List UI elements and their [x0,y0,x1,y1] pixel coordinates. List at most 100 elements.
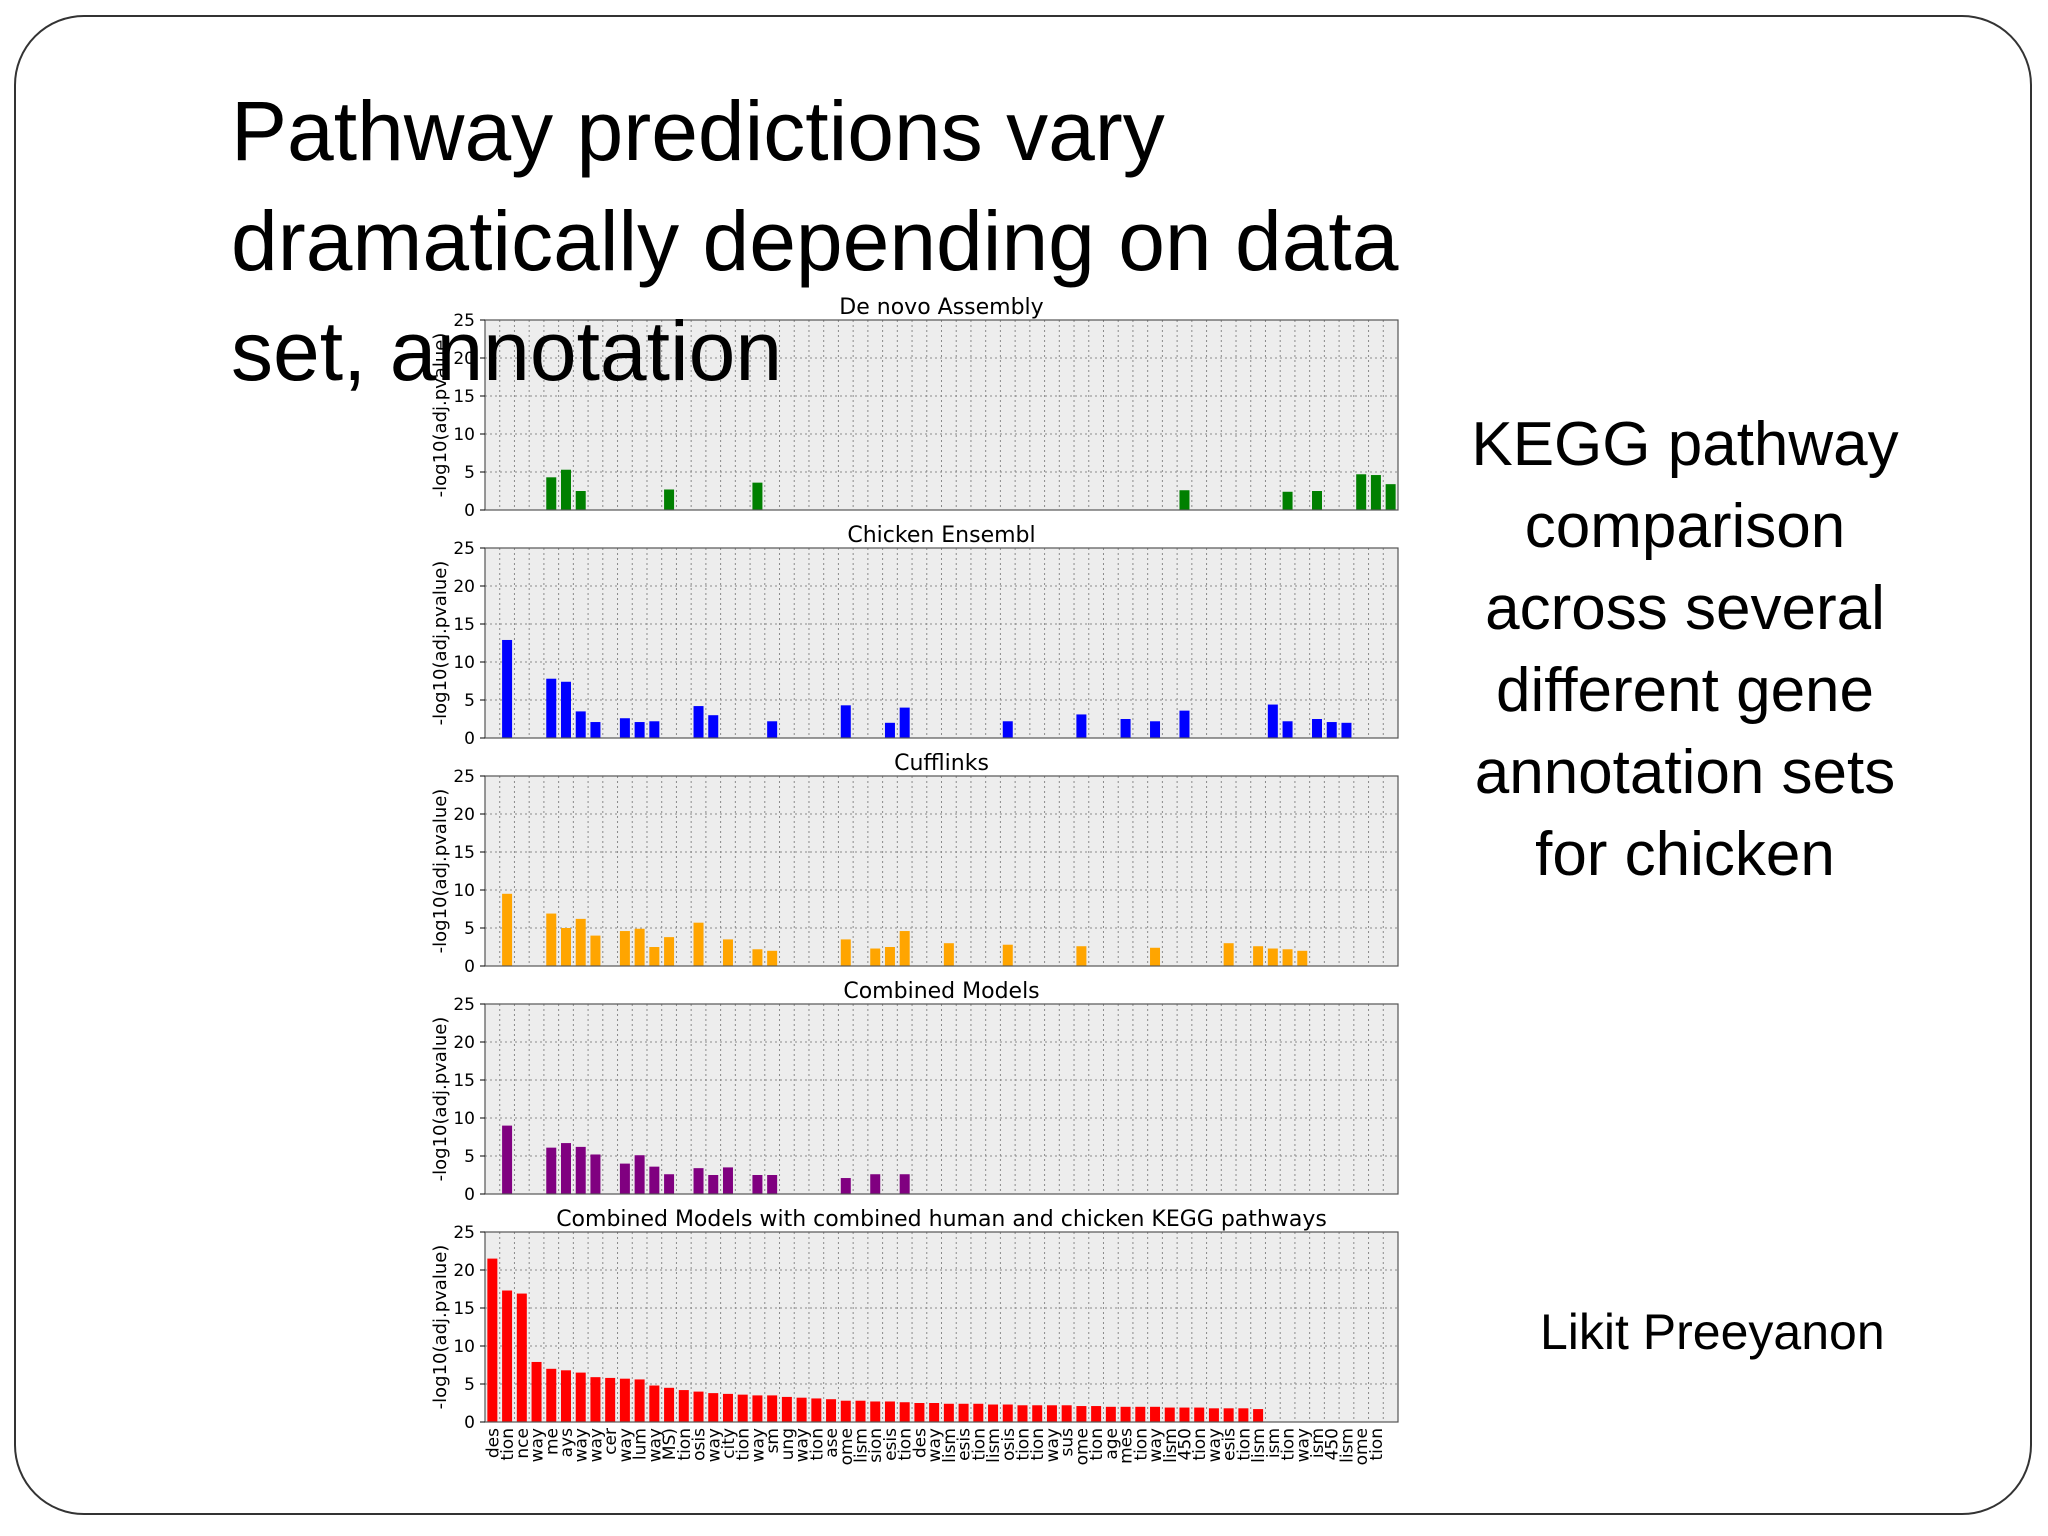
bar [560,469,571,510]
bar [1076,714,1087,738]
bar [546,913,557,966]
y-tick-label: 10 [453,881,475,901]
bar [664,489,675,510]
bar [1120,1406,1131,1422]
chart-panel-1: 0 5 10 15 20 25-log10(adj.pvalue) De novo Asse… [430,295,1399,521]
bar [1017,1405,1028,1422]
x-tick-label: tion [498,1428,518,1461]
x-tick-label: lism [1337,1428,1357,1463]
y-tick-label: 15 [453,1071,475,1091]
bar [1312,719,1323,738]
bar [605,1377,616,1422]
x-tick-label: me [542,1428,562,1455]
bar [502,893,513,966]
bar [870,948,881,966]
x-tick-label: tion [807,1428,827,1461]
bar [1282,949,1293,966]
chart-title: Chicken Ensembl [847,523,1035,548]
bar [546,477,557,510]
bar [826,1399,837,1422]
x-tick-label: 450 [1323,1428,1343,1460]
bar [560,1370,571,1422]
bar [870,1174,881,1194]
bar [752,1395,763,1422]
y-axis-label: -log10(adj.pvalue) [430,333,451,498]
bar [1135,1406,1146,1422]
bar [1194,1407,1205,1422]
bar [752,1175,763,1194]
y-axis-label: -log10(adj.pvalue) [430,1245,451,1410]
chart-title: De novo Assembly [839,295,1043,320]
x-tick-label: mes [1117,1428,1137,1464]
bar [899,1402,910,1422]
bar [1356,474,1367,510]
x-tick-label: lum [631,1428,651,1460]
bar [1253,1409,1264,1422]
bar [502,639,513,738]
bar [1267,948,1278,966]
bar [546,1368,557,1422]
bar [722,1393,733,1422]
x-tick-label: way [748,1428,768,1462]
y-tick-label: 5 [464,463,475,483]
x-tick-label: nce [513,1428,533,1459]
x-tick-label: ism [1264,1428,1284,1458]
x-tick-label: ome [1352,1428,1372,1465]
x-tick-label: sm [763,1428,783,1453]
x-tick-label: way [704,1428,724,1462]
bar [693,1391,704,1422]
bar [1282,721,1293,738]
bar [619,718,630,738]
bar [1267,704,1278,738]
x-tick-label: tion [1087,1428,1107,1461]
bar [914,1403,925,1422]
x-tick-label: sion [866,1428,886,1463]
side-caption: KEGG pathway comparison across several d… [1471,410,1899,889]
x-tick-label: way [645,1428,665,1462]
x-tick-label: lism [852,1428,872,1463]
bar [1208,1408,1219,1422]
y-tick-label: 0 [464,1185,475,1205]
bar [1150,947,1161,966]
bar [884,722,895,738]
bar [560,681,571,738]
bar [619,1378,630,1422]
x-tick-label: age [1102,1428,1122,1460]
x-tick-label: way [925,1428,945,1462]
x-tick-label: cer [601,1428,621,1455]
chart-panel-5: 0 5 10 15 20 25-log10(adj.pvalue) Combined Mod… [430,1207,1399,1465]
x-tick-label: lism [1161,1428,1181,1463]
bar [840,1400,851,1422]
bar [1179,710,1190,738]
bar [575,491,586,510]
bar [487,1258,498,1422]
bar [634,722,645,738]
y-tick-label: 20 [453,1261,475,1281]
bar [1223,943,1234,966]
y-tick-label: 25 [453,995,475,1015]
bar [634,1155,645,1194]
chart-panel-2: 0 5 10 15 20 25-log10(adj.pvalue) Chicken Ense… [430,523,1399,749]
bar [546,678,557,738]
x-tick-label: esis [955,1428,975,1461]
bar [575,1372,586,1422]
bar [575,918,586,966]
bar [767,721,778,738]
bar [1179,490,1190,510]
bar [1253,946,1264,966]
bar [502,1125,513,1194]
y-tick-label: 20 [453,805,475,825]
y-tick-label: 0 [464,957,475,977]
x-tick-label: tion [896,1428,916,1461]
slide-title: Pathway predictions vary dramatically de… [231,84,1399,398]
bar [840,705,851,738]
plot-frame [484,319,1399,511]
x-tick-label: tion [1190,1428,1210,1461]
x-tick-label: way [572,1428,592,1462]
y-tick-label: 0 [464,1413,475,1433]
plot-frame [484,775,1399,967]
bar [1282,491,1293,510]
bar [855,1400,866,1422]
bar [664,1174,675,1194]
x-tick-label: ase [822,1428,842,1458]
